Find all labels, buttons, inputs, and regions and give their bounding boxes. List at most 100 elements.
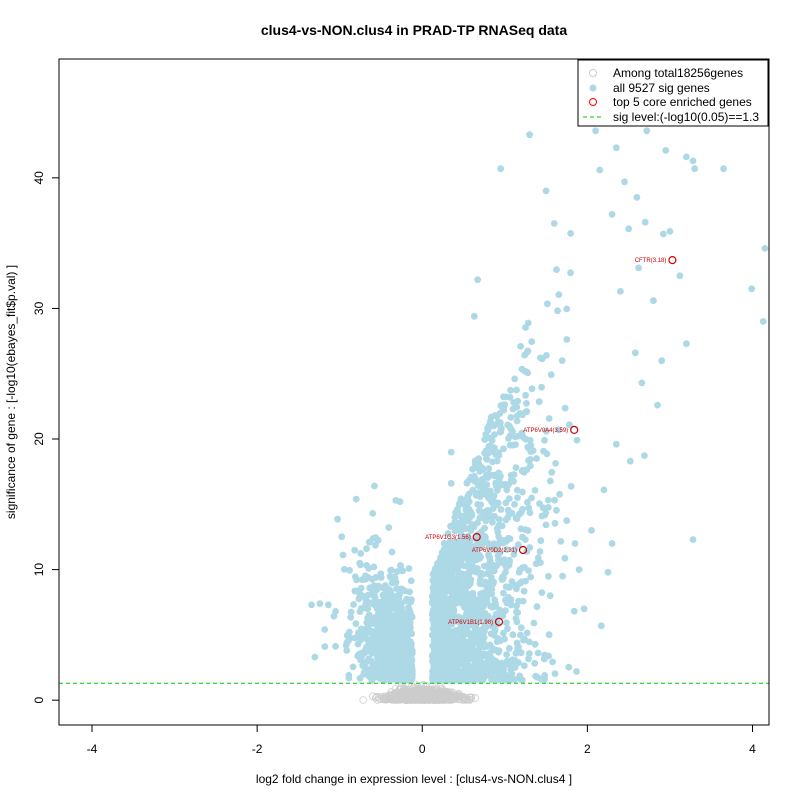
sig-point [446,667,453,675]
sig-point [479,589,486,597]
sig-point [354,652,362,660]
sig-point [359,592,367,600]
sig-point [546,592,554,600]
sig-point [553,506,560,514]
sig-point [509,631,517,639]
core-gene-point [570,425,579,434]
nonsig-point [434,696,443,704]
sig-point [481,536,489,543]
sig-point [563,305,571,313]
sig-point [497,165,505,173]
sig-point [513,486,521,494]
sig-point [478,528,485,535]
sig-point [494,635,502,643]
sig-point [563,517,571,524]
nonsig-point [368,692,377,701]
sig-point [469,475,477,483]
y-tick-label: 40 [32,171,46,185]
core-gene-point [472,532,481,542]
sig-point [457,519,465,527]
sig-point [497,536,504,544]
sig-point [761,245,769,252]
sig-point [538,512,546,520]
sig-point [502,596,509,604]
sig-point [532,672,539,680]
nonsig-point [397,683,405,691]
sig-point [363,668,371,676]
nonsig-point [437,684,446,693]
sig-point [479,639,487,646]
sig-point [522,435,530,443]
sig-point [519,488,526,496]
sig-point [502,393,510,401]
sig-point [635,264,642,272]
sig-point [491,431,498,438]
sig-point [321,626,329,633]
sig-point [528,385,536,393]
sig-point [460,601,468,608]
sig-point [526,131,533,139]
sig-point [448,615,456,623]
sig-point [369,510,377,517]
sig-point [475,544,483,552]
sig-point [457,660,464,667]
sig-point [485,465,493,472]
nonsig-point [447,691,456,700]
sig-point [451,538,458,546]
sig-point [479,571,487,578]
sig-point [440,638,448,646]
sig-point [521,536,529,543]
nonsig-point [421,685,430,694]
sig-point [347,613,355,621]
sig-point [346,566,353,574]
sig-point [445,633,453,641]
sig-point [466,606,474,613]
sig-point [430,669,438,677]
sig-point [399,567,406,575]
sig-point [617,288,624,295]
sig-point [506,535,514,543]
sig-point [513,417,521,425]
x-tick-label: -4 [87,742,98,756]
sig-point [511,375,519,383]
sig-point [381,650,388,658]
y-tick-label: 10 [32,563,46,577]
sig-point [343,639,351,647]
sig-point [457,618,465,626]
sig-point [549,658,556,666]
sig-point [393,672,400,680]
sig-point [467,593,475,601]
sig-point [588,527,595,534]
sig-point [406,639,414,646]
sig-point [372,541,379,549]
sig-point [608,211,616,218]
sig-point [388,615,396,622]
x-tick-label: 0 [419,742,426,756]
sig-point [433,567,441,575]
sig-point [517,624,525,632]
sig-point [431,622,439,630]
sig-point [511,546,518,553]
sig-point [324,601,332,609]
sig-point [334,515,341,523]
legend: Among total18256genes all 9527 sig genes… [577,59,769,127]
nonsig-points [359,680,479,704]
sig-point [351,634,358,642]
sig-point [449,590,457,598]
sig-point [363,658,370,666]
sig-point [393,568,401,575]
core-gene-point [494,617,504,626]
sig-point [513,386,520,394]
nonsig-point [423,693,432,702]
sig-point [503,486,511,494]
sig-point [433,636,441,644]
sig-point [515,643,522,651]
sig-point [491,596,498,604]
sig-point [496,662,504,670]
sig-point [339,551,347,559]
sig-point [501,676,509,684]
nonsig-point [391,685,400,693]
nonsig-point [404,691,413,700]
sig-point [444,674,452,682]
